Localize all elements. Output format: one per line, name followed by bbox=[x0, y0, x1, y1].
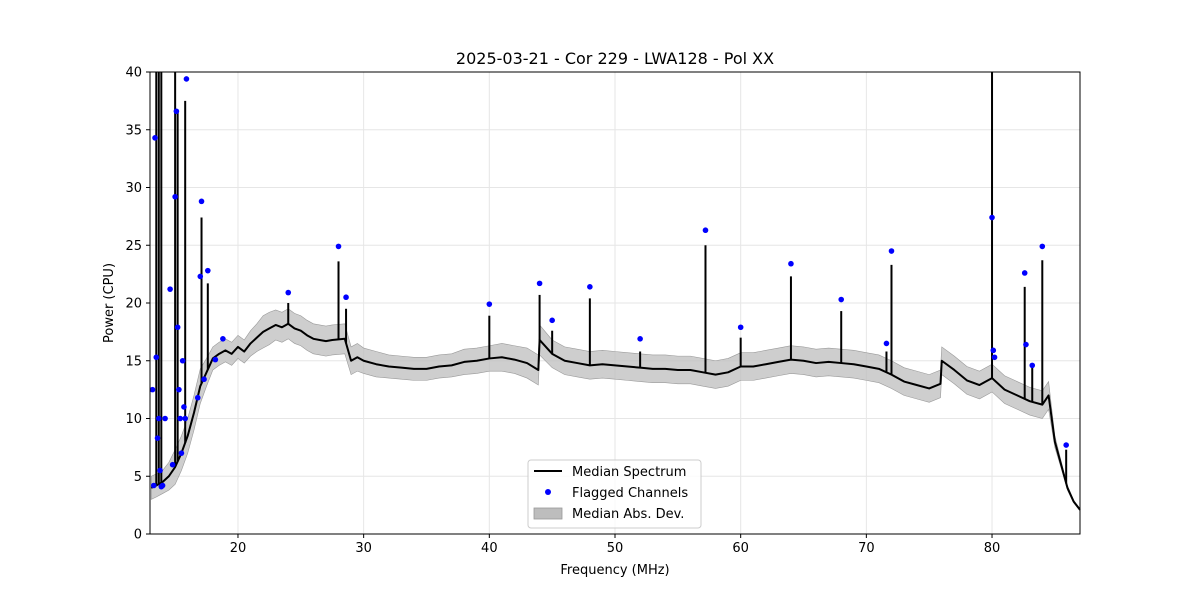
flagged-point bbox=[154, 435, 161, 441]
flagged-point bbox=[549, 317, 555, 324]
flagged-point bbox=[183, 76, 190, 82]
flagged-point bbox=[150, 482, 157, 489]
flagged-point bbox=[157, 467, 163, 474]
flagged-point bbox=[197, 273, 204, 280]
flagged-point bbox=[173, 108, 180, 115]
flagged-point bbox=[486, 301, 493, 307]
flagged-point bbox=[1029, 362, 1036, 369]
flagged-point bbox=[159, 482, 166, 489]
flagged-point bbox=[172, 193, 178, 200]
x-axis-label: Frequency (MHz) bbox=[560, 563, 669, 578]
y-tick-label: 30 bbox=[125, 181, 142, 196]
x-tick-label: 40 bbox=[481, 541, 498, 556]
x-tick-label: 20 bbox=[230, 541, 247, 556]
flagged-point bbox=[178, 450, 185, 456]
x-tick-label: 30 bbox=[355, 541, 372, 556]
flagged-point bbox=[888, 248, 895, 254]
flagged-point bbox=[169, 461, 176, 468]
flagged-point bbox=[1063, 442, 1069, 448]
flagged-point bbox=[702, 227, 709, 234]
x-axis-ticks: 20 30 40 50 60 70 80 bbox=[230, 534, 1001, 556]
flagged-point bbox=[176, 386, 182, 393]
y-tick-label: 0 bbox=[134, 528, 142, 543]
flagged-point bbox=[1039, 243, 1046, 250]
flagged-point bbox=[335, 243, 342, 250]
flagged-point bbox=[212, 356, 219, 363]
flagged-point bbox=[162, 415, 168, 422]
y-tick-label: 10 bbox=[125, 412, 142, 427]
flagged-point bbox=[788, 260, 794, 267]
flagged-point bbox=[838, 296, 845, 303]
flagged-point bbox=[174, 324, 181, 331]
y-tick-label: 15 bbox=[125, 354, 142, 369]
flagged-point bbox=[737, 324, 744, 331]
flagged-point bbox=[198, 198, 205, 205]
y-tick-label: 35 bbox=[125, 123, 142, 138]
flagged-point bbox=[285, 289, 292, 296]
flagged-point bbox=[991, 354, 998, 361]
x-tick-label: 60 bbox=[732, 541, 749, 556]
flagged-point bbox=[990, 347, 997, 354]
median-line-layer bbox=[150, 72, 1081, 511]
x-tick-label: 70 bbox=[858, 541, 875, 556]
flagged-points-layer bbox=[149, 76, 1069, 490]
flagged-point bbox=[153, 354, 160, 361]
y-axis-ticks: 0 5 10 15 20 25 30 35 40 bbox=[125, 66, 150, 543]
plot-area bbox=[149, 71, 1081, 535]
flagged-point bbox=[989, 214, 995, 221]
flagged-point bbox=[1021, 270, 1028, 276]
legend-box bbox=[527, 459, 702, 529]
chart-title: 2025-03-21 - Cor 229 - LWA128 - Pol XX bbox=[456, 49, 774, 68]
flagged-point bbox=[205, 267, 211, 274]
median-spectrum-line bbox=[150, 322, 1081, 511]
flagged-point bbox=[883, 340, 890, 347]
flagged-point bbox=[194, 394, 201, 401]
x-tick-label: 50 bbox=[607, 541, 624, 556]
legend-area-swatch bbox=[533, 507, 563, 520]
flagged-point bbox=[182, 415, 188, 422]
flagged-point bbox=[177, 415, 183, 422]
flagged-point bbox=[152, 135, 158, 141]
legend-point-swatch bbox=[545, 489, 551, 495]
flagged-point bbox=[536, 280, 543, 287]
legend: Median Spectrum Flagged Channels Median … bbox=[527, 459, 702, 529]
flagged-point bbox=[637, 336, 643, 342]
legend-median-label: Median Spectrum bbox=[572, 465, 686, 480]
y-tick-label: 5 bbox=[134, 470, 142, 485]
y-tick-label: 25 bbox=[125, 239, 142, 254]
flagged-point bbox=[181, 404, 187, 410]
y-tick-label: 40 bbox=[125, 66, 142, 81]
y-axis-label: Power (CPU) bbox=[102, 263, 117, 343]
flagged-point bbox=[587, 284, 593, 290]
flagged-point bbox=[220, 336, 226, 342]
legend-flagged-label: Flagged Channels bbox=[572, 486, 688, 501]
flagged-point bbox=[149, 386, 156, 393]
flagged-point bbox=[179, 357, 186, 364]
y-tick-label: 20 bbox=[125, 297, 142, 312]
legend-mad-label: Median Abs. Dev. bbox=[572, 507, 684, 522]
flagged-point bbox=[155, 415, 162, 422]
x-tick-label: 80 bbox=[984, 541, 1001, 556]
flagged-point bbox=[343, 294, 349, 301]
flagged-point bbox=[1023, 341, 1029, 348]
flagged-point bbox=[201, 376, 207, 383]
flagged-point bbox=[167, 286, 173, 292]
